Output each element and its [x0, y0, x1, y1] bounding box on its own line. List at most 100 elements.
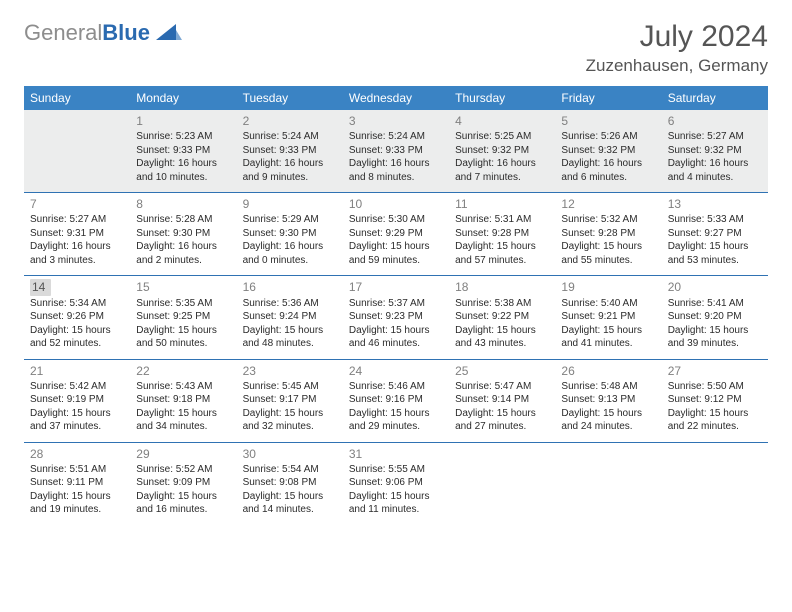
day-number: 30 [243, 446, 337, 462]
weekday-header-monday: Monday [130, 86, 236, 110]
sunrise-line: Sunrise: 5:52 AM [136, 463, 230, 477]
day-number: 20 [668, 279, 762, 295]
brand-logo: GeneralBlue [24, 20, 182, 46]
sunrise-line: Sunrise: 5:28 AM [136, 213, 230, 227]
weekday-header-friday: Friday [555, 86, 661, 110]
daylight-line: Daylight: 15 hours and 34 minutes. [136, 407, 230, 434]
sunrise-line: Sunrise: 5:33 AM [668, 213, 762, 227]
day-number: 12 [561, 196, 655, 212]
daylight-line: Daylight: 15 hours and 55 minutes. [561, 240, 655, 267]
sunset-line: Sunset: 9:32 PM [668, 144, 762, 158]
calendar-day-cell: 12Sunrise: 5:32 AMSunset: 9:28 PMDayligh… [555, 193, 661, 276]
sunset-line: Sunset: 9:27 PM [668, 227, 762, 241]
daylight-line: Daylight: 15 hours and 50 minutes. [136, 324, 230, 351]
day-number: 15 [136, 279, 230, 295]
sunset-line: Sunset: 9:25 PM [136, 310, 230, 324]
calendar-week-row: 14Sunrise: 5:34 AMSunset: 9:26 PMDayligh… [24, 276, 768, 359]
sunrise-line: Sunrise: 5:46 AM [349, 380, 443, 394]
sunrise-line: Sunrise: 5:27 AM [668, 130, 762, 144]
sunrise-line: Sunrise: 5:55 AM [349, 463, 443, 477]
sunset-line: Sunset: 9:09 PM [136, 476, 230, 490]
day-number: 26 [561, 363, 655, 379]
calendar-day-cell: 6Sunrise: 5:27 AMSunset: 9:32 PMDaylight… [662, 110, 768, 193]
day-number: 18 [455, 279, 549, 295]
daylight-line: Daylight: 16 hours and 8 minutes. [349, 157, 443, 184]
sunset-line: Sunset: 9:33 PM [136, 144, 230, 158]
calendar-day-cell: 24Sunrise: 5:46 AMSunset: 9:16 PMDayligh… [343, 359, 449, 442]
calendar-day-cell: 14Sunrise: 5:34 AMSunset: 9:26 PMDayligh… [24, 276, 130, 359]
sunrise-line: Sunrise: 5:32 AM [561, 213, 655, 227]
calendar-weekday-header: SundayMondayTuesdayWednesdayThursdayFrid… [24, 86, 768, 110]
location-subtitle: Zuzenhausen, Germany [586, 56, 768, 76]
daylight-line: Daylight: 15 hours and 39 minutes. [668, 324, 762, 351]
sunset-line: Sunset: 9:21 PM [561, 310, 655, 324]
sunset-line: Sunset: 9:31 PM [30, 227, 124, 241]
calendar-day-cell: 16Sunrise: 5:36 AMSunset: 9:24 PMDayligh… [237, 276, 343, 359]
sunset-line: Sunset: 9:13 PM [561, 393, 655, 407]
sunset-line: Sunset: 9:29 PM [349, 227, 443, 241]
daylight-line: Daylight: 16 hours and 4 minutes. [668, 157, 762, 184]
sunrise-line: Sunrise: 5:50 AM [668, 380, 762, 394]
day-number: 7 [30, 196, 124, 212]
calendar-week-row: 7Sunrise: 5:27 AMSunset: 9:31 PMDaylight… [24, 193, 768, 276]
weekday-header-wednesday: Wednesday [343, 86, 449, 110]
sunrise-line: Sunrise: 5:26 AM [561, 130, 655, 144]
brand-triangle-icon [156, 22, 182, 45]
sunrise-line: Sunrise: 5:45 AM [243, 380, 337, 394]
sunset-line: Sunset: 9:14 PM [455, 393, 549, 407]
daylight-line: Daylight: 16 hours and 2 minutes. [136, 240, 230, 267]
daylight-line: Daylight: 15 hours and 59 minutes. [349, 240, 443, 267]
calendar-day-cell: 19Sunrise: 5:40 AMSunset: 9:21 PMDayligh… [555, 276, 661, 359]
day-number: 29 [136, 446, 230, 462]
sunrise-line: Sunrise: 5:24 AM [349, 130, 443, 144]
day-number: 13 [668, 196, 762, 212]
calendar-page: GeneralBlue July 2024 Zuzenhausen, Germa… [0, 0, 792, 612]
calendar-day-cell: 18Sunrise: 5:38 AMSunset: 9:22 PMDayligh… [449, 276, 555, 359]
month-title: July 2024 [586, 20, 768, 54]
daylight-line: Daylight: 15 hours and 27 minutes. [455, 407, 549, 434]
sunrise-line: Sunrise: 5:42 AM [30, 380, 124, 394]
weekday-header-tuesday: Tuesday [237, 86, 343, 110]
day-number: 2 [243, 113, 337, 129]
calendar-day-cell: 15Sunrise: 5:35 AMSunset: 9:25 PMDayligh… [130, 276, 236, 359]
day-number: 23 [243, 363, 337, 379]
weekday-header-sunday: Sunday [24, 86, 130, 110]
day-number: 4 [455, 113, 549, 129]
sunrise-line: Sunrise: 5:38 AM [455, 297, 549, 311]
daylight-line: Daylight: 15 hours and 19 minutes. [30, 490, 124, 517]
calendar-day-cell: 7Sunrise: 5:27 AMSunset: 9:31 PMDaylight… [24, 193, 130, 276]
day-number: 31 [349, 446, 443, 462]
calendar-day-cell: 3Sunrise: 5:24 AMSunset: 9:33 PMDaylight… [343, 110, 449, 193]
daylight-line: Daylight: 15 hours and 52 minutes. [30, 324, 124, 351]
calendar-day-cell: 21Sunrise: 5:42 AMSunset: 9:19 PMDayligh… [24, 359, 130, 442]
calendar-week-row: 28Sunrise: 5:51 AMSunset: 9:11 PMDayligh… [24, 442, 768, 525]
sunset-line: Sunset: 9:28 PM [455, 227, 549, 241]
daylight-line: Daylight: 15 hours and 32 minutes. [243, 407, 337, 434]
daylight-line: Daylight: 15 hours and 24 minutes. [561, 407, 655, 434]
sunset-line: Sunset: 9:16 PM [349, 393, 443, 407]
header: GeneralBlue July 2024 Zuzenhausen, Germa… [24, 20, 768, 76]
daylight-line: Daylight: 15 hours and 16 minutes. [136, 490, 230, 517]
day-number: 27 [668, 363, 762, 379]
day-number: 11 [455, 196, 549, 212]
day-number: 10 [349, 196, 443, 212]
daylight-line: Daylight: 16 hours and 9 minutes. [243, 157, 337, 184]
day-number: 24 [349, 363, 443, 379]
sunset-line: Sunset: 9:26 PM [30, 310, 124, 324]
sunrise-line: Sunrise: 5:51 AM [30, 463, 124, 477]
calendar-day-cell: 23Sunrise: 5:45 AMSunset: 9:17 PMDayligh… [237, 359, 343, 442]
daylight-line: Daylight: 16 hours and 10 minutes. [136, 157, 230, 184]
calendar-day-cell: 1Sunrise: 5:23 AMSunset: 9:33 PMDaylight… [130, 110, 236, 193]
sunrise-line: Sunrise: 5:34 AM [30, 297, 124, 311]
sunset-line: Sunset: 9:12 PM [668, 393, 762, 407]
daylight-line: Daylight: 15 hours and 41 minutes. [561, 324, 655, 351]
sunrise-line: Sunrise: 5:36 AM [243, 297, 337, 311]
calendar-week-row: 1Sunrise: 5:23 AMSunset: 9:33 PMDaylight… [24, 110, 768, 193]
daylight-line: Daylight: 15 hours and 11 minutes. [349, 490, 443, 517]
daylight-line: Daylight: 16 hours and 7 minutes. [455, 157, 549, 184]
calendar-day-cell: 22Sunrise: 5:43 AMSunset: 9:18 PMDayligh… [130, 359, 236, 442]
sunset-line: Sunset: 9:23 PM [349, 310, 443, 324]
sunrise-line: Sunrise: 5:23 AM [136, 130, 230, 144]
calendar-grid: SundayMondayTuesdayWednesdayThursdayFrid… [24, 86, 768, 525]
sunset-line: Sunset: 9:11 PM [30, 476, 124, 490]
